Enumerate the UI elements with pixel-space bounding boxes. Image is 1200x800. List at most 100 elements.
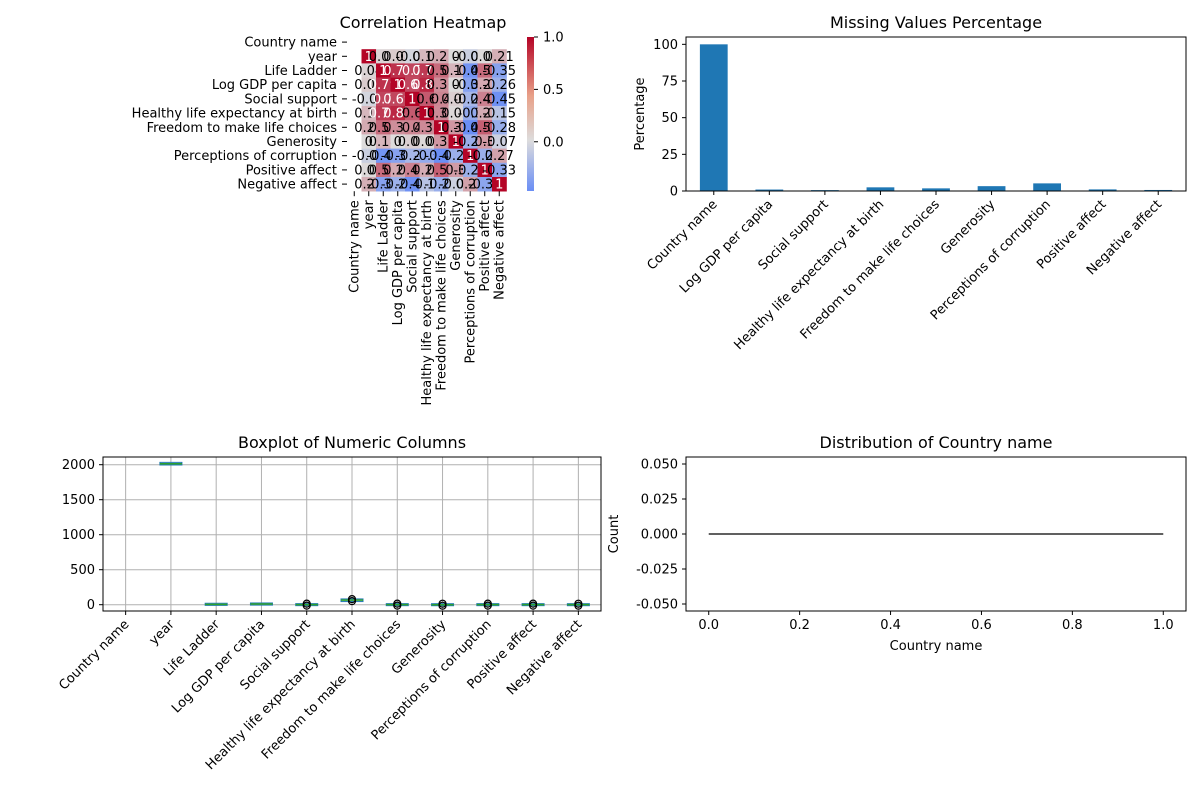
heatmap-cell xyxy=(434,162,449,178)
heatmap-cell-label: -0.3 xyxy=(458,107,483,122)
dist-y-tick-label: -0.050 xyxy=(636,598,678,613)
missing-values-bar xyxy=(922,188,950,191)
heatmap-cell xyxy=(448,177,464,192)
bar-y-tick-label: 0 xyxy=(670,185,678,200)
heatmap-cell xyxy=(448,120,464,135)
heatmap-col-label: Social support xyxy=(406,200,421,293)
heatmap-cell-label: 0.17 xyxy=(354,107,383,122)
heatmap-cell xyxy=(419,162,435,178)
heatmap-cell xyxy=(434,177,449,192)
dist-x-tick-label: 0.8 xyxy=(1062,618,1083,633)
heatmap-cell xyxy=(376,77,391,93)
heatmap-cell-label: 1 xyxy=(437,121,445,136)
heatmap-col-label: Perceptions of corruption xyxy=(464,200,479,363)
heatmap-cell xyxy=(390,134,406,149)
heatmap-column-labels: Country name year Life Ladder Log GDP per c… xyxy=(348,191,508,406)
heatmap-cell-label: 0.4 xyxy=(402,121,423,136)
heatmap-cell xyxy=(419,148,435,164)
heatmap-cell-label: 0 xyxy=(365,135,373,150)
dist-x-axis-label: Country name xyxy=(890,639,983,654)
dist-x-tick-label: 0.6 xyxy=(971,618,992,633)
heatmap-row-label: year xyxy=(308,50,338,65)
heatmap-cell xyxy=(390,177,406,192)
heatmap-row-label: Country name xyxy=(244,36,337,51)
heatmap-cell xyxy=(463,148,478,164)
boxplot-panel: Boxplot of Numeric Columns 0 500 1000 1500 2… xyxy=(56,433,602,773)
heatmap-cell-label: 0.84 xyxy=(383,107,412,122)
heatmap-cell-label: 0.32 xyxy=(427,135,456,150)
heatmap-cell-label: 0.52 xyxy=(470,64,499,79)
heatmap-cell xyxy=(376,49,391,64)
heatmap-cell-label: 0.42 xyxy=(398,163,427,178)
heatmap-panel: Correlation Heatmap 10.040.08-0.040.170.… xyxy=(132,13,564,406)
missing-values-panel: Missing Values Percentage 0255075100Coun… xyxy=(633,13,1187,353)
heatmap-cell xyxy=(419,177,435,192)
heatmap-cell xyxy=(492,120,507,135)
dist-x-tick-label: 0.0 xyxy=(698,618,719,633)
heatmap-cell xyxy=(434,77,449,93)
heatmap-cell xyxy=(492,49,507,64)
heatmap-cell xyxy=(361,77,377,93)
missing-values-title: Missing Values Percentage xyxy=(830,13,1042,32)
heatmap-row-label: Freedom to make life choices xyxy=(147,121,338,136)
heatmap-col-label: year xyxy=(362,200,377,230)
heatmap-cell-label: 0.75 xyxy=(369,107,398,122)
heatmap-cell xyxy=(477,91,493,107)
heatmap-cell-label: 0 xyxy=(452,50,460,65)
heatmap-cell-label: 1 xyxy=(495,178,503,193)
heatmap-col-label: Life Ladder xyxy=(377,200,392,273)
missing-values-bar xyxy=(1088,189,1117,191)
bar-axes-frame xyxy=(685,36,1187,192)
distribution-title: Distribution of Country name xyxy=(820,433,1053,452)
heatmap-cell xyxy=(477,162,493,178)
heatmap-cell xyxy=(376,177,391,192)
heatmap-cell-label: 0.01 xyxy=(354,163,383,178)
bar-y-tick-label: 75 xyxy=(661,75,678,90)
missing-values-bar xyxy=(866,187,895,191)
heatmap-col-label: Log GDP per capita xyxy=(391,200,406,325)
heatmap-cell xyxy=(419,106,435,121)
heatmap-cell-label: 0.27 xyxy=(456,178,485,193)
heatmap-col-label: Positive affect xyxy=(478,200,493,291)
heatmap-cell-label: 0.23 xyxy=(427,50,456,65)
box-outlier xyxy=(347,595,357,604)
heatmap-cell-label: 0.27 xyxy=(485,149,514,164)
heatmap-col-label: Freedom to make life choices xyxy=(435,200,450,391)
heatmap-cell xyxy=(376,120,391,135)
heatmap-cell xyxy=(361,120,377,135)
heatmap-cell-label: -0.35 xyxy=(482,64,516,79)
heatmap-cell xyxy=(492,91,507,107)
heatmap-cell-label: 0.42 xyxy=(470,92,499,107)
heatmap-cell xyxy=(390,91,406,107)
heatmap-cell xyxy=(390,63,406,78)
heatmap-cell-label: 0.04 xyxy=(354,64,383,79)
heatmap-cell-label: 0.06 xyxy=(441,92,470,107)
heatmap-cell xyxy=(434,148,449,164)
heatmap-cell-label: -0.33 xyxy=(482,163,516,178)
heatmap-cell xyxy=(419,49,435,64)
heatmap-cell xyxy=(492,106,507,121)
heatmap-cell xyxy=(448,106,464,121)
bar-y-tick-label: 50 xyxy=(661,111,678,126)
heatmap-cell xyxy=(492,77,507,93)
box-outlier xyxy=(302,599,311,608)
heatmap-cell xyxy=(434,49,449,64)
heatmap-cell xyxy=(463,91,478,107)
heatmap-cell xyxy=(390,148,406,164)
heatmap-row-label: Log GDP per capita xyxy=(212,78,337,93)
heatmap-cell xyxy=(376,63,391,78)
heatmap-cell-label: 1 xyxy=(466,149,474,164)
heatmap-cell xyxy=(492,63,507,78)
box-y-tick-label: 1000 xyxy=(62,528,95,543)
dist-x-tick-label: 0.4 xyxy=(880,618,901,633)
heatmap-cell xyxy=(492,177,507,192)
heatmap-cell xyxy=(463,120,478,135)
heatmap-cell xyxy=(463,134,478,149)
heatmap-row-label: Positive affect xyxy=(246,163,337,178)
heatmap-cell xyxy=(477,134,493,149)
heatmap-cell xyxy=(405,106,420,121)
heatmap-cell-label: 0.3 xyxy=(445,163,466,178)
heatmap-cell-label: 0 xyxy=(452,78,460,93)
